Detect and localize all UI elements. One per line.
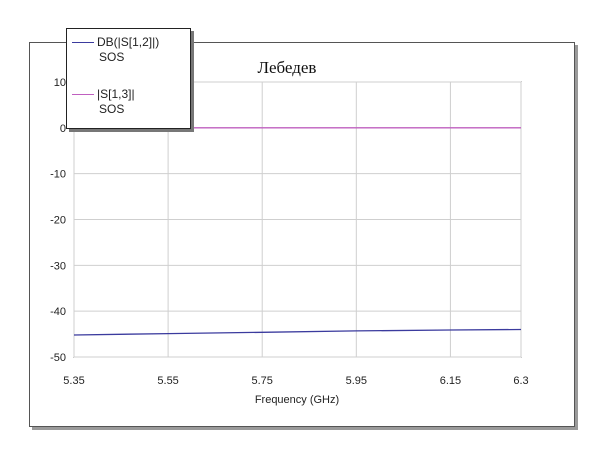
legend-source-s12: SOS (99, 50, 125, 64)
legend: DB(|S[1,2]|) SOS |S[1,3]| SOS (66, 28, 191, 129)
legend-label-s13: |S[1,3]| (97, 87, 135, 101)
x-axis-title: Frequency (GHz) (255, 394, 339, 406)
x-tick-label: 5.55 (157, 375, 178, 387)
y-tick-label: 10 (54, 77, 66, 89)
x-axis-ticks: 5.35 5.55 5.75 5.95 6.15 6.3 (63, 375, 528, 387)
x-tick-label: 5.75 (251, 375, 272, 387)
x-tick-label: 6.3 (513, 375, 528, 387)
series-line-0 (73, 328, 522, 336)
y-tick-label: -40 (50, 306, 66, 318)
y-tick-label: 0 (60, 123, 66, 135)
legend-source-s13: SOS (99, 102, 125, 116)
y-tick-label: -50 (50, 352, 66, 364)
x-tick-label: 5.95 (346, 375, 367, 387)
x-tick-label: 5.35 (63, 375, 84, 387)
legend-label-s12: DB(|S[1,2]|) (97, 35, 160, 49)
legend-swatch-s12 (72, 42, 94, 44)
y-axis-ticks: 10 0 -10 -20 -30 -40 -50 (50, 77, 66, 364)
legend-entry-s12: DB(|S[1,2]|) SOS (72, 35, 159, 65)
chart-title: Лебедев (258, 58, 317, 77)
legend-entry-s13: |S[1,3]| SOS (72, 87, 135, 117)
x-tick-label: 6.15 (440, 375, 461, 387)
legend-swatch-s13 (72, 94, 94, 96)
y-tick-label: -10 (50, 169, 66, 181)
y-tick-label: -30 (50, 260, 66, 272)
y-tick-label: -20 (50, 215, 66, 227)
